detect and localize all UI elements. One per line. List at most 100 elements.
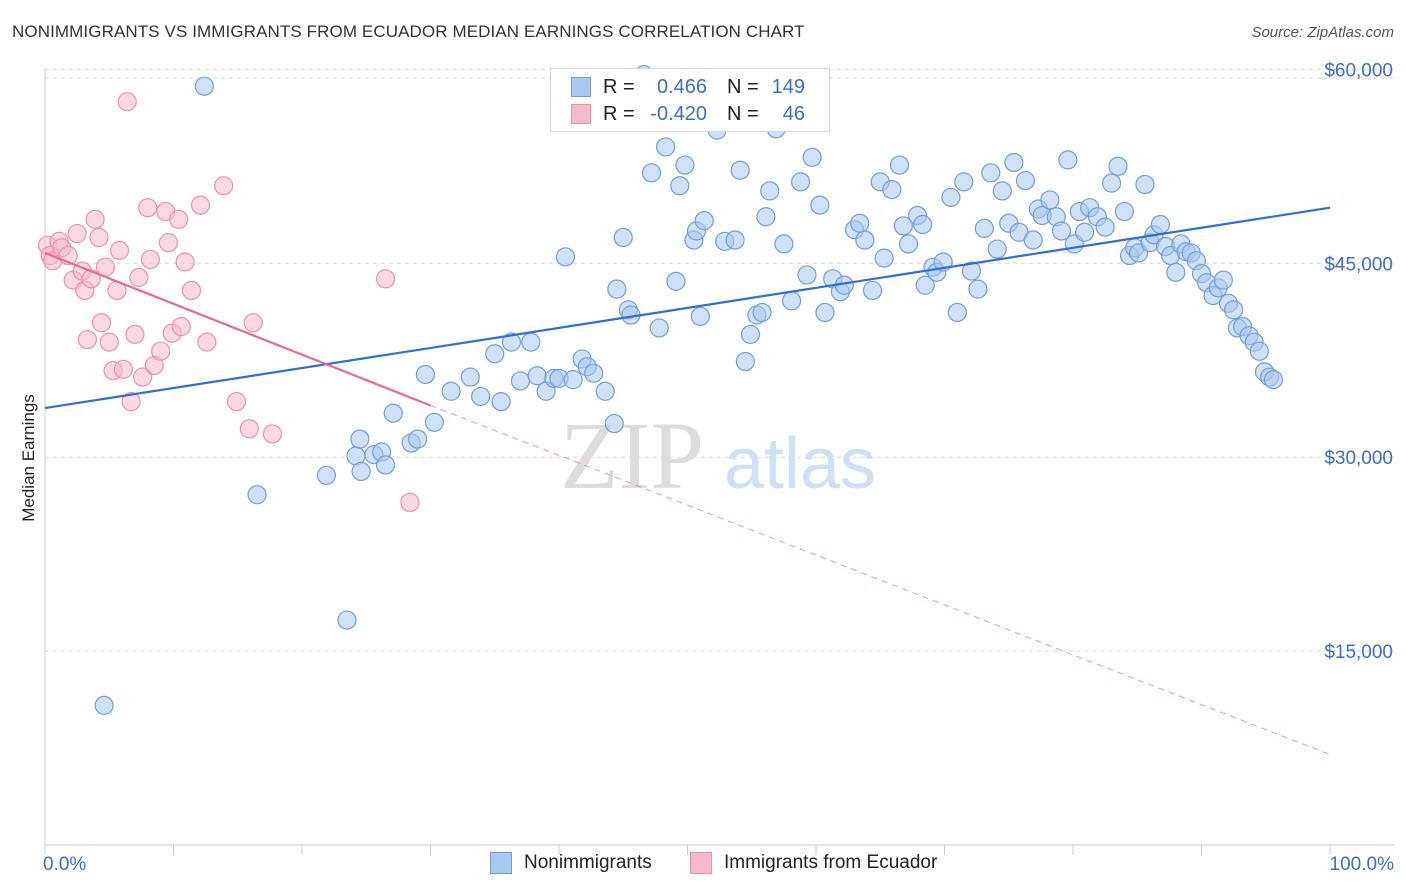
- immigrants-ecuador-point: [171, 317, 191, 337]
- nonimmigrants-point: [797, 265, 817, 285]
- nonimmigrants-point: [1101, 173, 1122, 193]
- immigrants-ecuador-point: [375, 269, 396, 289]
- legend-n-value: 46: [782, 102, 805, 125]
- legend-item-nonimmigrants[interactable]: Nonimmigrants: [490, 852, 652, 874]
- immigrants-ecuador-point: [125, 324, 145, 344]
- nonimmigrants-point: [1051, 221, 1072, 241]
- immigrants-ecuador-point: [175, 252, 195, 272]
- immigrants-ecuador-point: [109, 240, 130, 260]
- nonimmigrants-point: [247, 485, 267, 505]
- nonimmigrants-point: [1108, 156, 1128, 176]
- legend-row-nonimmigrants: R = 0.466 N = 149: [571, 74, 805, 100]
- immigrants-ecuador-point: [181, 280, 202, 301]
- immigrants-ecuador-point: [169, 209, 189, 229]
- nonimmigrants-point: [375, 455, 396, 475]
- immigrants-ecuador-point: [85, 209, 105, 229]
- nonimmigrants-point: [1135, 174, 1155, 195]
- nonimmigrants-point: [510, 371, 531, 391]
- nonimmigrants-point: [613, 227, 633, 248]
- immigrants-trend-line: [44, 251, 431, 407]
- nonimmigrants-point: [981, 163, 1001, 183]
- watermark-zip: ZIP: [560, 402, 704, 509]
- y-tick-label: $30,000: [1324, 448, 1393, 469]
- nonimmigrants-point: [1263, 370, 1284, 390]
- immigrants-ecuador-point: [117, 92, 137, 112]
- immigrants-ecuador-point: [158, 233, 178, 253]
- nonimmigrants-point: [1166, 262, 1186, 282]
- immigrants-ecuador-point: [214, 176, 234, 196]
- nonimmigrants-point: [1074, 222, 1095, 242]
- nonimmigrants-point: [641, 163, 662, 183]
- nonimmigrants-point: [351, 461, 371, 482]
- nonimmigrants-point: [774, 234, 794, 254]
- legend-swatch-blue: [571, 77, 591, 97]
- nonimmigrants-point: [471, 386, 491, 407]
- watermark-atlas: atlas: [724, 424, 876, 504]
- legend-row-immigrants: R = -0.420 N = 46: [571, 101, 805, 127]
- nonimmigrants-point: [740, 324, 761, 344]
- immigrants-ecuador-point: [81, 269, 101, 289]
- watermark: ZIP atlas: [560, 402, 876, 509]
- nonimmigrants-point: [862, 280, 883, 301]
- immigrants-ecuador-point: [151, 341, 171, 361]
- nonimmigrants-point: [501, 332, 522, 352]
- immigrants-trend-extension: [430, 405, 1331, 755]
- legend-item-immigrants-ecuador[interactable]: Immigrants from Ecuador: [690, 852, 937, 874]
- legend-n-value: 149: [771, 75, 805, 98]
- nonimmigrants-point: [485, 344, 505, 364]
- nonimmigrants-point: [1040, 190, 1060, 210]
- legend-r-value: 0.466: [656, 75, 707, 98]
- axes: [44, 68, 1395, 855]
- nonimmigrants-point: [874, 248, 894, 268]
- immigrants-ecuador-point: [197, 332, 217, 352]
- immigrants-ecuador-point: [113, 359, 133, 379]
- nonimmigrants-point: [815, 302, 835, 323]
- nonimmigrants-point: [1114, 201, 1135, 222]
- legend-r-label: R =: [603, 102, 635, 125]
- nonimmigrants-point: [810, 195, 830, 215]
- nonimmigrants-points: [94, 64, 1284, 715]
- immigrants-ecuador-point: [91, 313, 112, 333]
- immigrants-ecuador-point: [262, 424, 283, 444]
- nonimmigrants-point: [94, 695, 114, 715]
- nonimmigrants-point: [915, 275, 935, 295]
- nonimmigrants-point: [460, 367, 480, 387]
- nonimmigrants-point: [666, 271, 686, 291]
- legend-swatch-pink: [571, 104, 591, 124]
- x-tick-label-max: 100.0%: [1330, 854, 1395, 875]
- nonimmigrants-point: [337, 610, 357, 630]
- nonimmigrants-point: [1150, 214, 1170, 235]
- y-tick-label: $15,000: [1324, 642, 1393, 663]
- immigrants-ecuador-point: [89, 227, 109, 248]
- legend-r-label: R =: [603, 75, 635, 98]
- legend-label-immigrants-ecuador: Immigrants from Ecuador: [724, 852, 938, 873]
- nonimmigrants-point: [974, 218, 994, 238]
- nonimmigrants-point: [563, 370, 583, 390]
- immigrants-ecuador-point: [99, 332, 119, 352]
- nonimmigrants-point: [730, 160, 750, 180]
- nonimmigrants-point: [893, 216, 913, 236]
- nonimmigrants-point: [954, 172, 974, 192]
- nonimmigrants-point: [584, 363, 604, 383]
- legend-n-label: N =: [727, 102, 759, 125]
- nonimmigrants-point: [690, 306, 710, 326]
- nonimmigrants-point: [882, 180, 902, 200]
- immigrants-ecuador-point: [129, 267, 149, 288]
- nonimmigrants-point: [521, 332, 541, 352]
- legend-swatch-blue: [490, 852, 512, 874]
- immigrants-ecuador-point: [400, 492, 420, 513]
- correlation-legend: R = 0.466 N = 149 R = -0.420 N = 46: [550, 68, 830, 132]
- nonimmigrants-point: [781, 291, 802, 311]
- immigrants-ecuador-point: [239, 419, 259, 439]
- nonimmigrants-point: [595, 381, 615, 401]
- nonimmigrants-point: [441, 381, 461, 401]
- nonimmigrants-point: [987, 239, 1007, 259]
- nonimmigrants-point: [604, 413, 624, 434]
- nonimmigrants-point: [992, 181, 1012, 201]
- immigrants-ecuador-point: [138, 198, 158, 218]
- immigrants-ecuador-point: [190, 195, 211, 215]
- y-axis-label: Median Earnings: [19, 394, 38, 522]
- immigrants-ecuador-point: [77, 329, 98, 350]
- x-tick-label-min: 0.0%: [43, 854, 86, 875]
